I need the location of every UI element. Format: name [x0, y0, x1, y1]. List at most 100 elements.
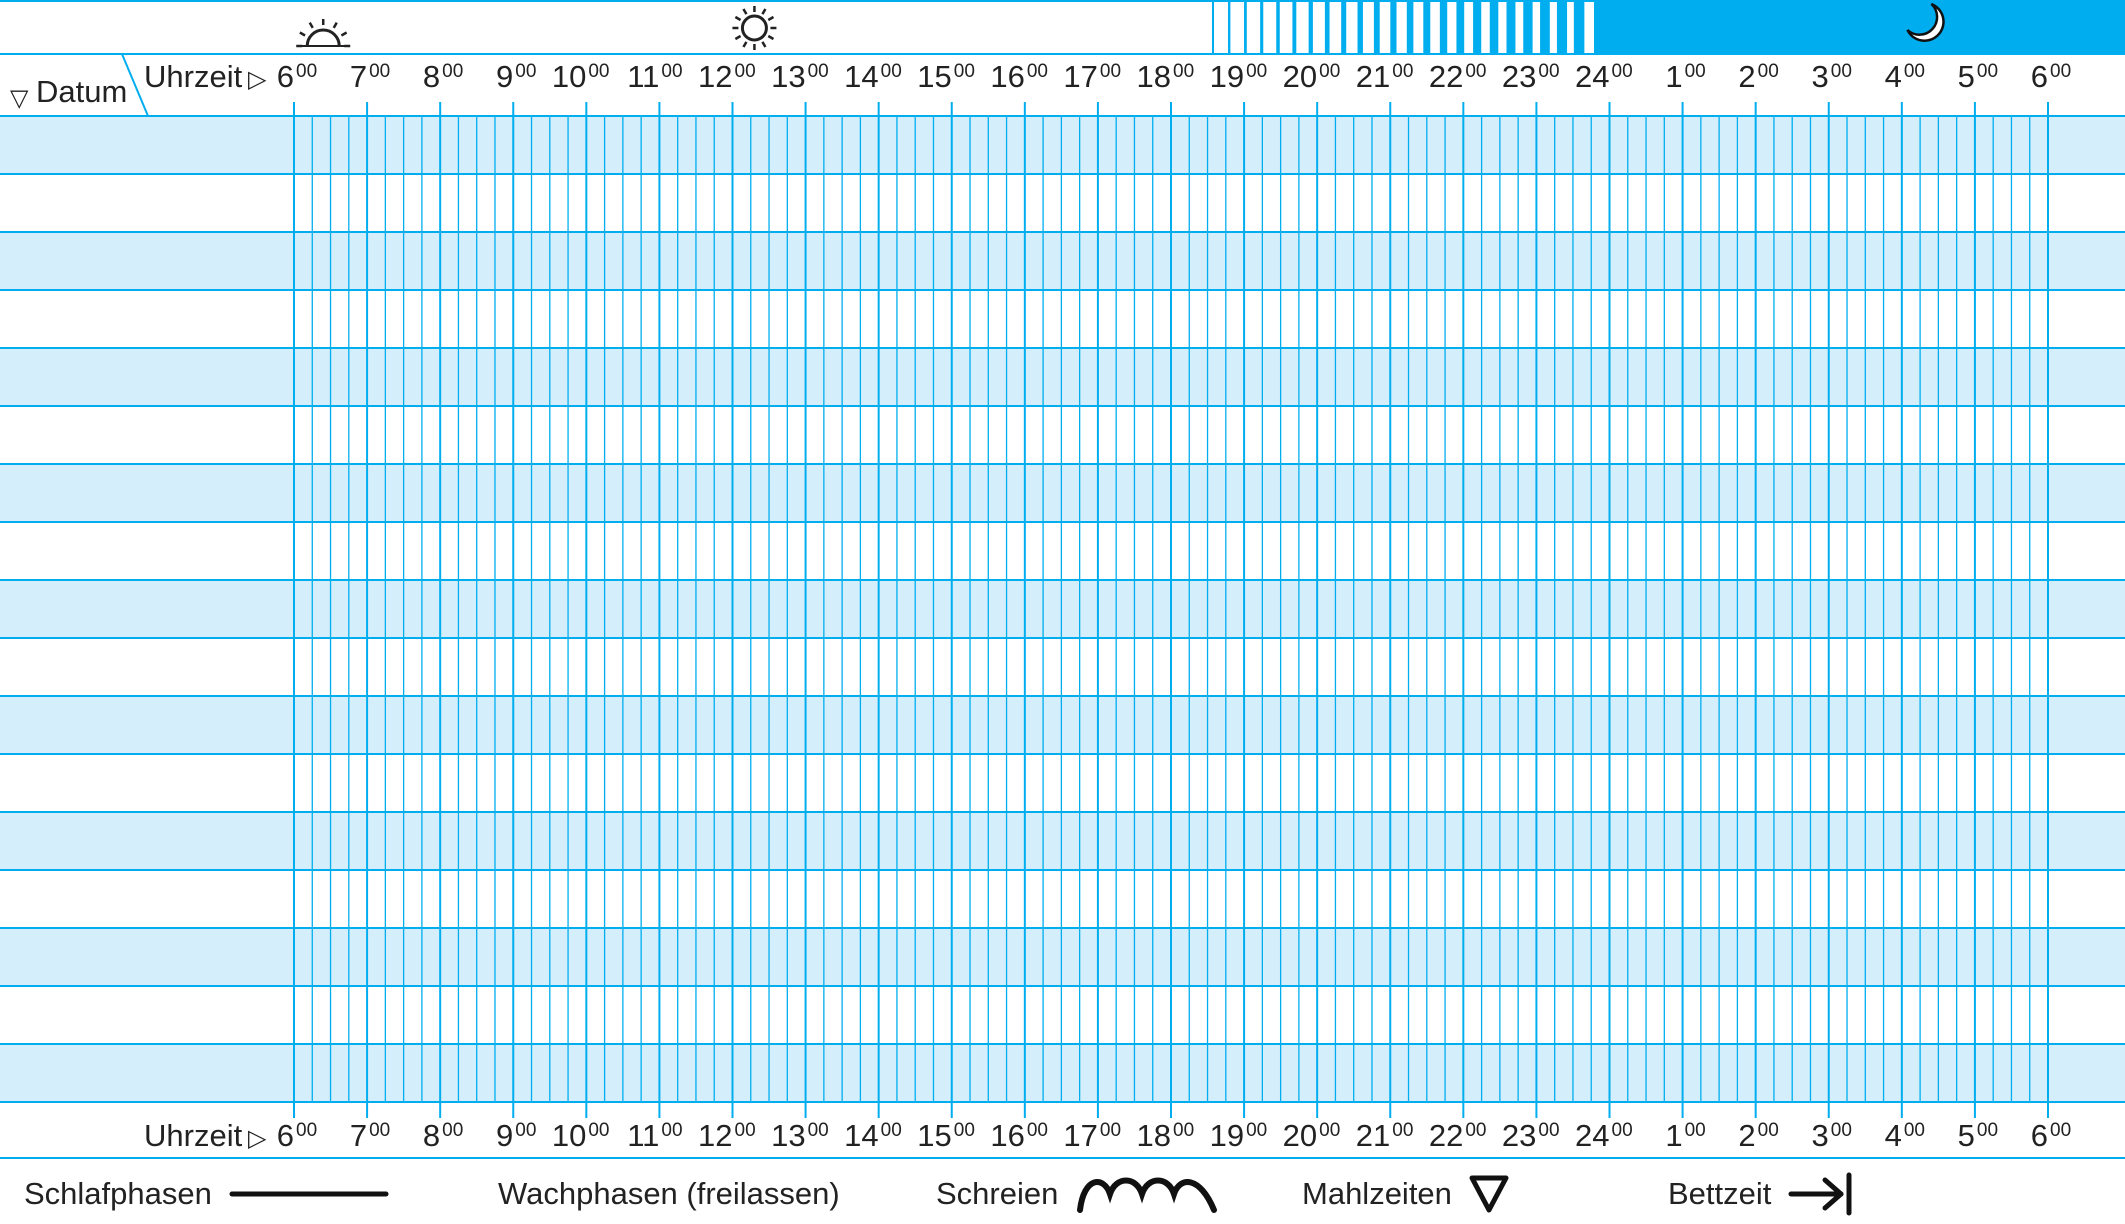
- row-band: [0, 232, 2125, 290]
- bottom-hour-label: 23: [1502, 1118, 1536, 1153]
- bottom-hour-minutes: 00: [1831, 1120, 1852, 1141]
- sun-ray: [767, 34, 775, 41]
- legend-label-meals: Mahlzeiten: [1302, 1176, 1452, 1211]
- top-hour-minutes: 00: [1831, 61, 1852, 82]
- bottom-hour-minutes: 00: [1246, 1120, 1267, 1141]
- row-band: [0, 1044, 2125, 1102]
- bottom-hour-minutes: 00: [1465, 1120, 1486, 1141]
- top-hour-label: 12: [698, 59, 732, 94]
- row-band: [0, 696, 2125, 754]
- top-hour-minutes: 00: [1758, 61, 1779, 82]
- legend-label-crying: Schreien: [936, 1176, 1059, 1211]
- bottom-hour-label: 3: [1812, 1118, 1829, 1153]
- dusk-stripe: [1423, 0, 1431, 54]
- top-hour-label: 16: [990, 59, 1024, 94]
- top-hour-label: 5: [1958, 59, 1975, 94]
- legend-label-sleep: Schlafphasen: [24, 1176, 212, 1211]
- bottom-hour-minutes: 00: [588, 1120, 609, 1141]
- top-hour-minutes: 00: [1319, 61, 1340, 82]
- dusk-stripe: [1212, 0, 1214, 54]
- bottom-hour-minutes: 00: [735, 1120, 756, 1141]
- sun-ray: [767, 15, 775, 22]
- sunrise-ray: [308, 21, 314, 29]
- bottom-hour-minutes: 00: [442, 1120, 463, 1141]
- dusk-stripe: [1308, 0, 1313, 54]
- bottom-hour-minutes: 00: [1612, 1120, 1633, 1141]
- bottom-hour-label: 22: [1429, 1118, 1463, 1153]
- bottom-hour-minutes: 00: [515, 1120, 536, 1141]
- wave-icon: [1077, 1177, 1218, 1213]
- bottom-hour-minutes: 00: [296, 1120, 317, 1141]
- bottom-hour-label: 11: [627, 1118, 659, 1153]
- top-hour-minutes: 00: [735, 61, 756, 82]
- bottom-hour-label: 5: [1958, 1118, 1975, 1153]
- line-icon: [229, 1191, 389, 1197]
- top-hour-minutes: 00: [954, 61, 975, 82]
- dusk-stripe: [1540, 0, 1550, 54]
- bottom-hour-minutes: 00: [881, 1120, 902, 1141]
- legend-item-sleep: Schlafphasen: [24, 1164, 390, 1224]
- sleep-log-chart: Uhrzeit ▷ 6 00 7 00 8 00 9 00 10 00 11 00 12 00 13 00 14 00…: [0, 0, 2125, 1159]
- bottom-hour-minutes: 00: [1538, 1120, 1559, 1141]
- bottom-hour-label: 13: [771, 1118, 805, 1153]
- top-hour-minutes: 00: [1538, 61, 1559, 82]
- dusk-stripe: [1260, 0, 1264, 54]
- top-hour-label: 4: [1885, 59, 1902, 94]
- top-hour-minutes: 00: [1100, 61, 1121, 82]
- moon-icon: [1906, 2, 1945, 42]
- bottom-hour-label: 20: [1283, 1118, 1317, 1153]
- top-hour-minutes: 00: [1173, 61, 1194, 82]
- legend-item-meals: Mahlzeiten: [1302, 1164, 1510, 1224]
- bottom-hour-minutes: 00: [1027, 1120, 1048, 1141]
- bottom-hour-label: 10: [552, 1118, 586, 1153]
- sun-ray: [742, 41, 748, 48]
- top-hour-minutes: 00: [808, 61, 829, 82]
- arrow-to-bar-icon: [1788, 1172, 1852, 1216]
- sun-ray: [734, 34, 742, 41]
- bottom-hour-label: 2: [1738, 1118, 1755, 1153]
- dusk-stripe: [1489, 0, 1499, 54]
- sunrise-arc: [305, 28, 341, 47]
- bottom-hour-minutes: 00: [1685, 1120, 1706, 1141]
- top-hour-minutes: 00: [1392, 61, 1413, 82]
- dusk-stripe: [1506, 0, 1516, 54]
- top-hour-label: 8: [423, 59, 440, 94]
- bottom-hour-minutes: 00: [1100, 1120, 1121, 1141]
- top-hour-label: 19: [1210, 59, 1244, 94]
- bottom-hour-minutes: 00: [808, 1120, 829, 1141]
- triangle-down-icon: [1469, 1175, 1509, 1213]
- dusk-stripe: [1556, 0, 1568, 54]
- bottom-hour-label: 16: [990, 1118, 1024, 1153]
- row-band: [0, 928, 2125, 986]
- bottom-hour-label: 6: [277, 1118, 294, 1153]
- top-hour-minutes: 00: [442, 61, 463, 82]
- header-bottom: Uhrzeit ▷ 6 00 7 00 8 00 9 00 10 00 11 00 12 00 13 00 14 00…: [144, 1118, 2071, 1153]
- top-hour-label: 23: [1502, 59, 1536, 94]
- top-hour-label: 6: [277, 59, 294, 94]
- bottom-hour-label: 21: [1356, 1118, 1390, 1153]
- dusk-stripe: [1228, 0, 1231, 54]
- sun-ray: [761, 8, 767, 15]
- legend: Schlafphasen Wachphasen (freilassen) Sch…: [0, 1164, 2125, 1224]
- legend-item-crying: Schreien: [936, 1164, 1222, 1224]
- bottom-hour-minutes: 00: [1392, 1120, 1413, 1141]
- top-hour-label: 17: [1063, 59, 1097, 94]
- bottom-hour-minutes: 00: [1758, 1120, 1779, 1141]
- top-hour-label: 1: [1665, 59, 1682, 94]
- bottom-hour-label: 17: [1063, 1118, 1097, 1153]
- dusk-stripe: [1523, 0, 1533, 54]
- top-hour-minutes: 00: [661, 61, 682, 82]
- bottom-time-arrow: ▷: [248, 1124, 267, 1152]
- bottom-hour-minutes: 00: [2050, 1120, 2071, 1141]
- top-hour-label: 24: [1575, 59, 1609, 94]
- legend-label-bedtime: Bettzeit: [1668, 1176, 1772, 1211]
- sun-icon: [732, 6, 777, 50]
- bottom-hour-minutes: 00: [954, 1120, 975, 1141]
- top-hour-minutes: 00: [881, 61, 902, 82]
- bottom-hour-minutes: 00: [661, 1120, 682, 1141]
- bottom-hour-label: 7: [350, 1118, 367, 1153]
- legend-label-awake: Wachphasen (freilassen): [498, 1176, 840, 1211]
- dusk-stripe: [1390, 0, 1397, 54]
- row-band: [0, 464, 2125, 522]
- top-hour-minutes: 00: [1465, 61, 1486, 82]
